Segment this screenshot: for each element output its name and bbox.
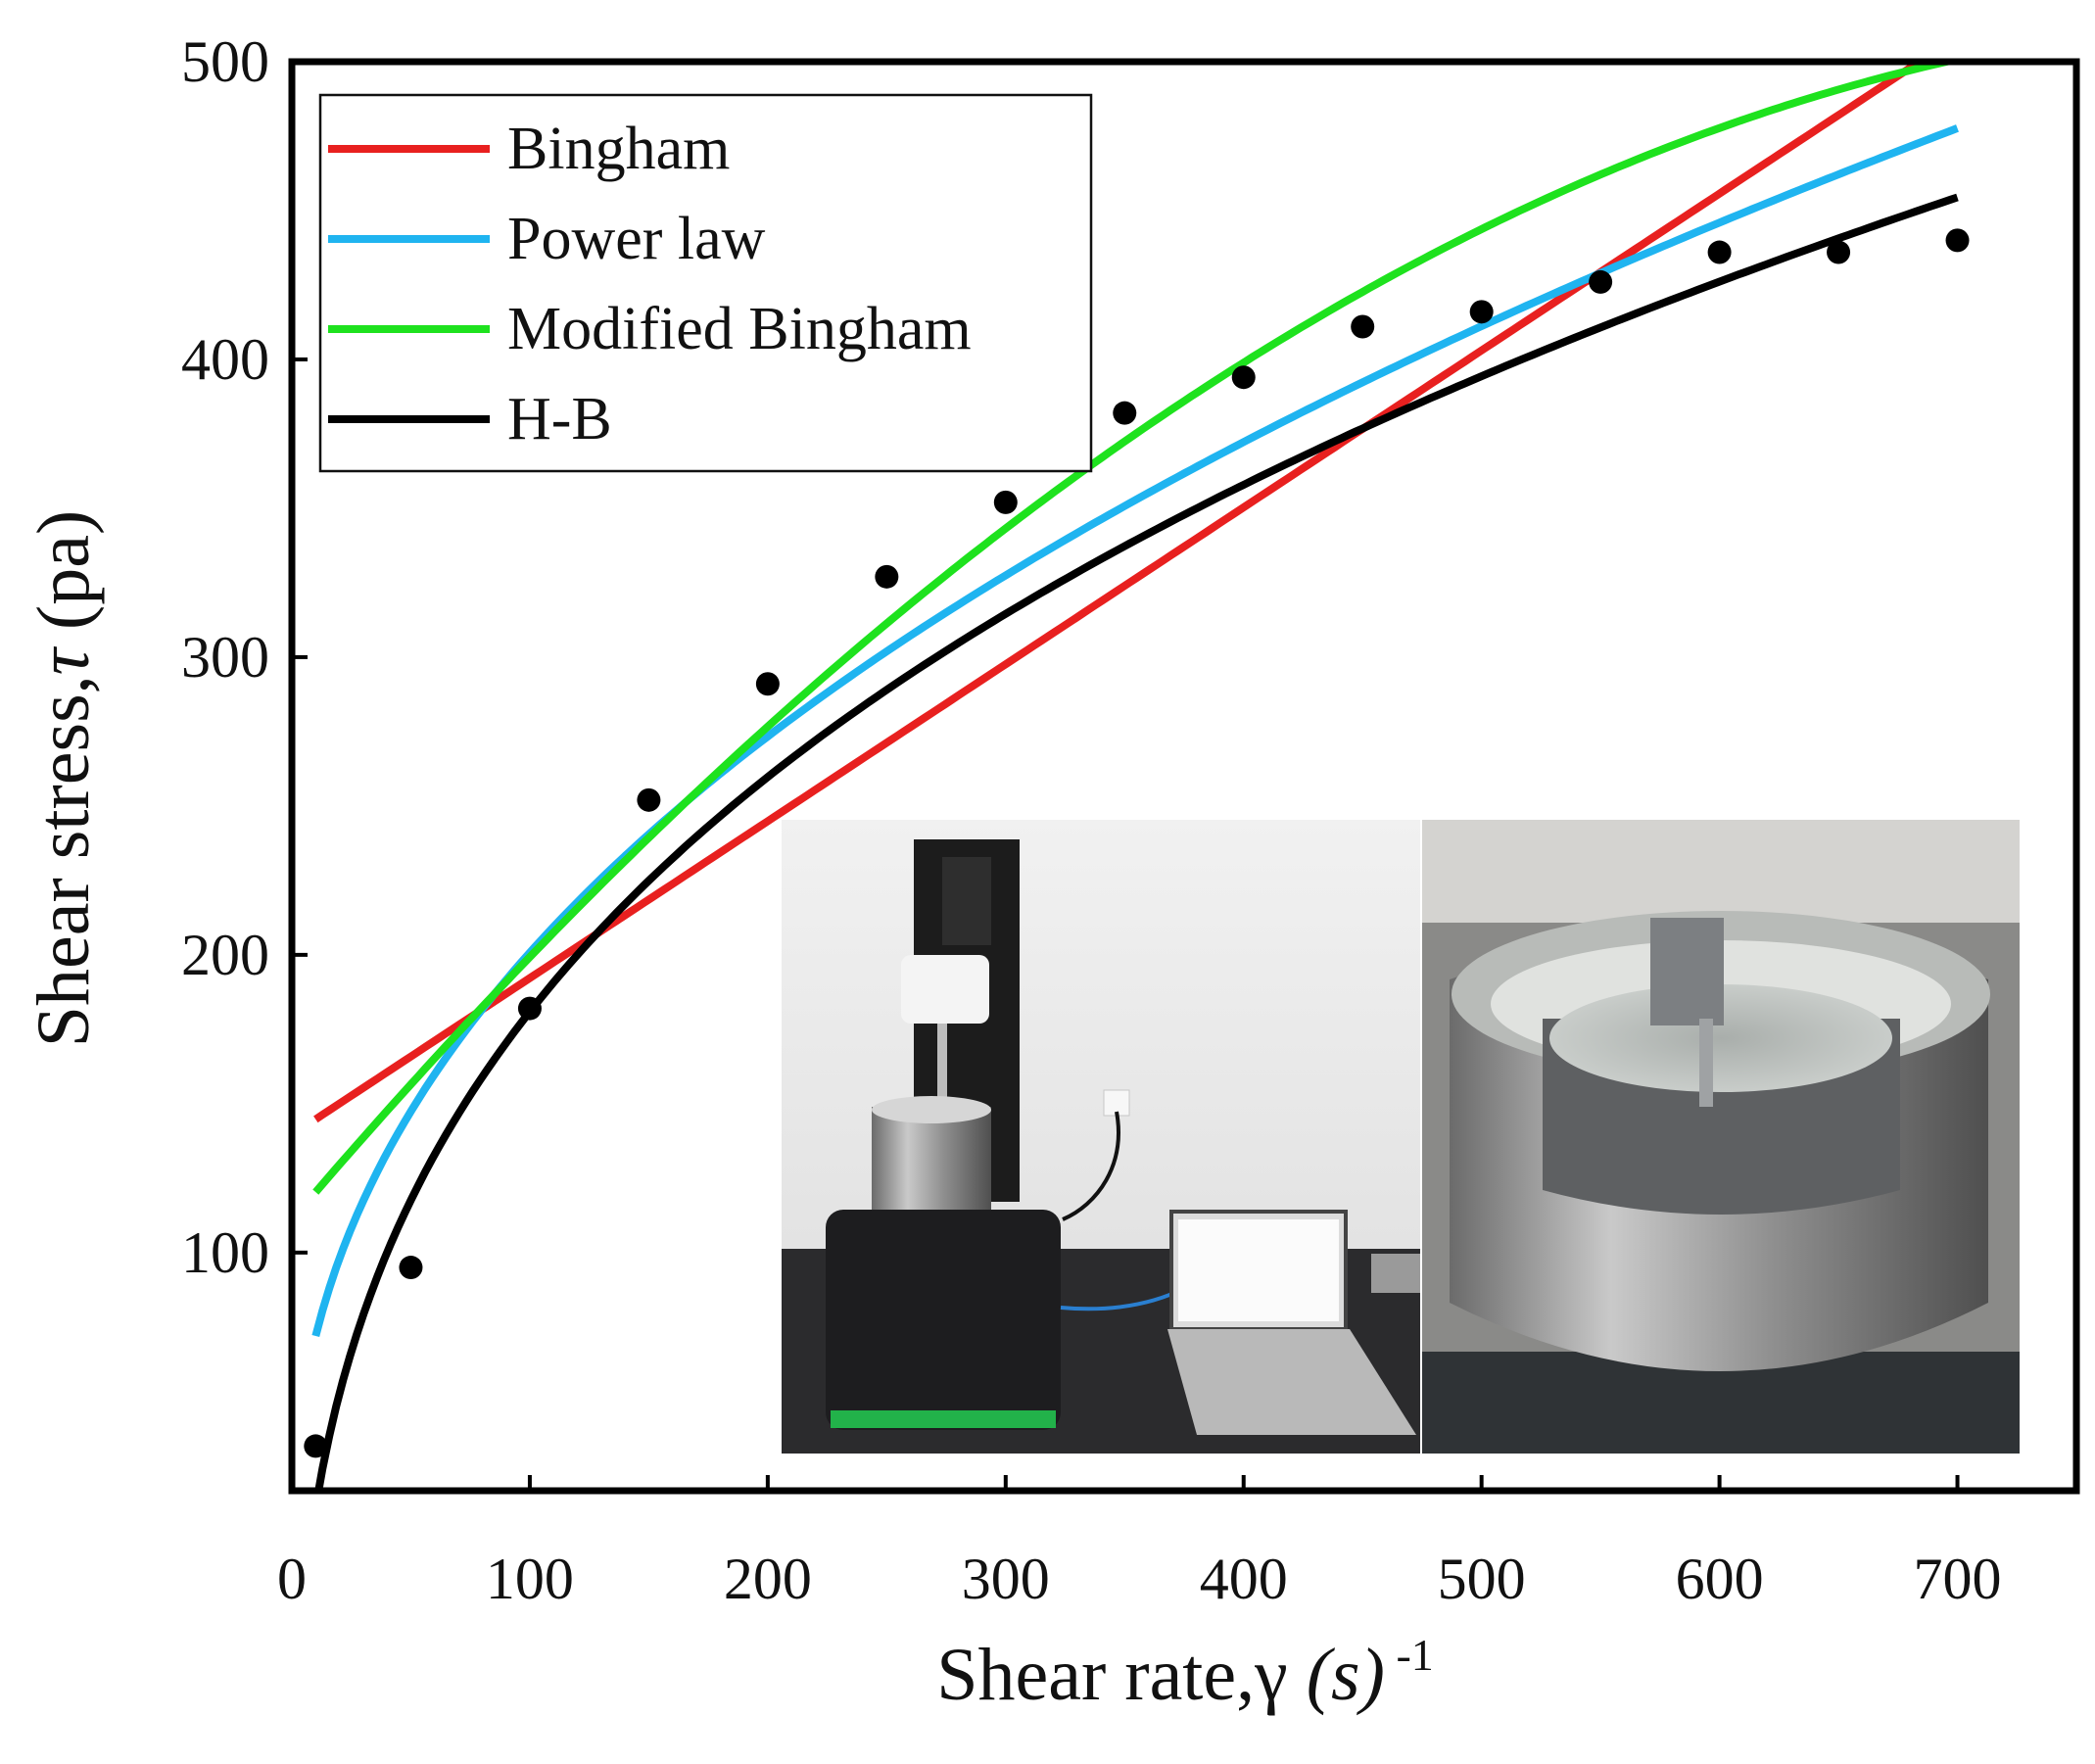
rheometer-setup-photo xyxy=(782,820,1420,1454)
y-axis: 100 200 300 400 500 xyxy=(181,29,308,1285)
x-tick-label: 500 xyxy=(1438,1547,1526,1611)
data-point xyxy=(1945,228,1970,253)
data-point xyxy=(755,672,780,696)
data-point xyxy=(1707,240,1732,264)
x-tick-label: 700 xyxy=(1914,1547,2002,1611)
y-axis-title: Shear stress,τ (pa) xyxy=(23,510,105,1048)
data-point xyxy=(1231,365,1256,390)
data-point xyxy=(304,1434,328,1458)
series-layer xyxy=(311,62,1959,1491)
x-axis-title: Shear rate,γ (s) -1 xyxy=(936,1630,1434,1716)
x-tick-label: 100 xyxy=(486,1547,574,1611)
y-axis-title-unit: (pa) xyxy=(23,510,105,648)
data-point xyxy=(517,996,542,1021)
legend-box xyxy=(318,93,1093,473)
data-point xyxy=(1113,401,1137,425)
data-point xyxy=(637,787,661,812)
y-tick-label: 300 xyxy=(181,625,269,690)
x-axis-title-main: Shear rate,γ xyxy=(936,1634,1307,1716)
data-point xyxy=(1469,300,1494,324)
inset-photos xyxy=(782,820,2020,1454)
x-tick-label: 300 xyxy=(962,1547,1050,1611)
data-point xyxy=(1351,314,1375,339)
sample-cup-photo xyxy=(1422,820,2020,1454)
x-tick-label: 0 xyxy=(277,1547,307,1611)
x-axis-title-exponent: -1 xyxy=(1385,1630,1434,1680)
legend-label: Modified Bingham xyxy=(507,296,972,362)
series-line-modified-bingham xyxy=(312,62,1959,1195)
scatter-points xyxy=(304,228,1970,1458)
data-point xyxy=(993,490,1018,514)
x-axis-title-unit: (s) xyxy=(1307,1634,1385,1716)
x-axis: 0 100 200 300 400 500 600 700 xyxy=(277,1475,2002,1611)
legend: Bingham Power law Modified Bingham H-B xyxy=(318,93,1093,473)
series-line-h-b xyxy=(314,193,1959,1491)
data-point xyxy=(399,1256,423,1280)
y-tick-label: 400 xyxy=(181,327,269,392)
y-tick-label: 200 xyxy=(181,923,269,987)
data-point xyxy=(1827,240,1851,264)
y-tick-label: 500 xyxy=(181,29,269,94)
x-tick-label: 600 xyxy=(1676,1547,1764,1611)
legend-items: Bingham Power law Modified Bingham H-B xyxy=(328,116,972,453)
x-tick-label: 200 xyxy=(724,1547,812,1611)
plot-frame xyxy=(288,58,2080,1495)
y-axis-title-symbol: τ xyxy=(23,645,105,675)
legend-label: Bingham xyxy=(507,116,730,182)
data-point xyxy=(1589,269,1613,294)
data-point xyxy=(875,564,899,589)
y-axis-title-main: Shear stress, xyxy=(23,675,105,1047)
legend-label: Power law xyxy=(507,206,766,272)
y-tick-label: 100 xyxy=(181,1220,269,1285)
legend-label: H-B xyxy=(507,386,612,453)
x-tick-label: 400 xyxy=(1200,1547,1288,1611)
series-line-power-law xyxy=(311,124,1959,1338)
